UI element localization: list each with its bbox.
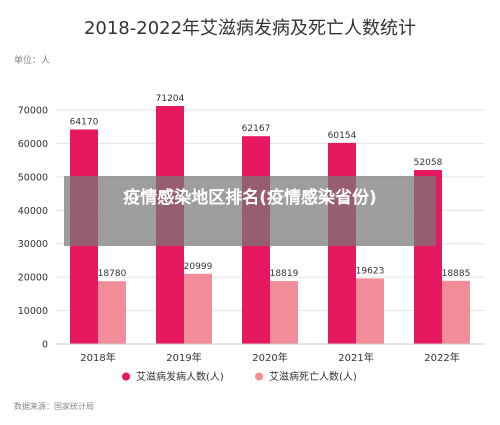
y-tick-label: 40000: [18, 206, 48, 217]
source-note: 数据来源：国家统计局: [14, 401, 94, 411]
legend-marker: [255, 372, 263, 381]
bar-deaths: [270, 281, 298, 344]
data-label: 19623: [356, 266, 385, 276]
data-label: 62167: [242, 124, 271, 134]
data-label: 18819: [270, 269, 299, 279]
y-tick-label: 50000: [18, 172, 48, 183]
data-label: 18780: [98, 269, 127, 279]
data-label: 60154: [328, 131, 357, 141]
bar-deaths: [184, 273, 212, 344]
legend-label: 艾滋病死亡人数(人): [269, 370, 357, 383]
y-tick-label: 10000: [18, 306, 48, 317]
bar-deaths: [98, 281, 126, 344]
y-axis: 0 10000 20000 30000 40000 50000 60000 70000: [18, 106, 48, 351]
data-label: 71204: [156, 94, 185, 104]
legend: 艾滋病发病人数(人) 艾滋病死亡人数(人): [122, 370, 357, 383]
x-tick-label: 2018年: [80, 351, 115, 364]
legend-label: 艾滋病发病人数(人): [136, 370, 224, 383]
x-tick-label: 2019年: [166, 351, 201, 364]
watermark-overlay: 疫情感染地区排名(疫情感染省份): [64, 176, 436, 246]
data-label: 52058: [414, 158, 443, 168]
data-label: 64170: [70, 117, 99, 127]
y-tick-label: 20000: [18, 273, 48, 284]
legend-marker: [122, 372, 130, 381]
y-tick-label: 0: [42, 340, 48, 351]
unit-label: 单位：人: [14, 54, 50, 66]
data-label: 20999: [184, 262, 213, 272]
y-tick-label: 60000: [18, 139, 48, 150]
x-tick-label: 2022年: [424, 351, 459, 364]
x-axis: 2018年 2019年 2020年 2021年 2022年: [55, 343, 485, 364]
x-tick-label: 2021年: [338, 351, 373, 364]
y-tick-label: 30000: [18, 239, 48, 250]
data-label: 18885: [442, 269, 471, 279]
chart-title: 2018-2022年艾滋病发病及死亡人数统计: [84, 18, 416, 39]
y-tick-label: 70000: [18, 106, 48, 117]
bar-deaths: [442, 280, 470, 344]
x-tick-label: 2020年: [252, 351, 287, 364]
bar-deaths: [356, 278, 384, 344]
